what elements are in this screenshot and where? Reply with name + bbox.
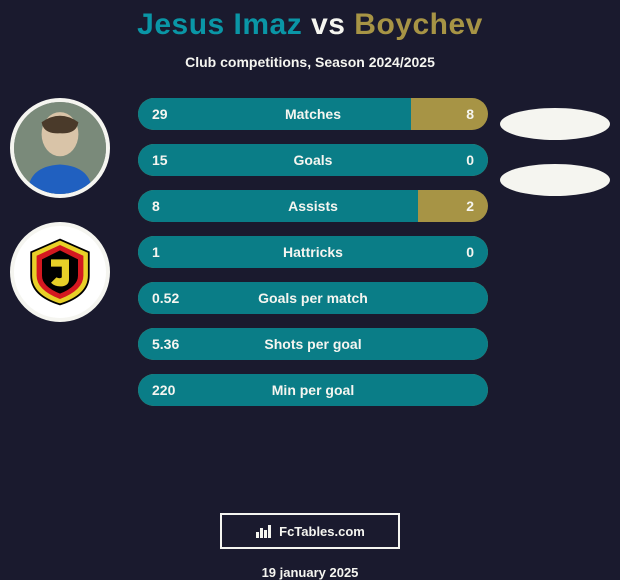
stat-row: 29Matches8 <box>138 98 488 130</box>
title-player1: Jesus Imaz <box>137 8 302 41</box>
player1-avatar <box>10 98 110 198</box>
date-label: 19 january 2025 <box>262 565 359 580</box>
player2-club-placeholder <box>500 164 610 196</box>
stat-row: 0.52Goals per match <box>138 282 488 314</box>
stat-label: Goals <box>138 152 488 168</box>
stat-row: 8Assists2 <box>138 190 488 222</box>
subtitle: Club competitions, Season 2024/2025 <box>185 54 435 70</box>
stat-label: Min per goal <box>138 382 488 398</box>
stat-row: 220Min per goal <box>138 374 488 406</box>
stat-row: 5.36Shots per goal <box>138 328 488 360</box>
page-title: Jesus Imaz vs Boychev <box>137 8 483 42</box>
stat-label: Assists <box>138 198 488 214</box>
title-player2: Boychev <box>354 8 483 41</box>
title-vs: vs <box>311 8 345 41</box>
avatar-silhouette-icon <box>14 102 106 194</box>
stat-label: Goals per match <box>138 290 488 306</box>
logo-text: FcTables.com <box>279 524 365 539</box>
player1-club-badge <box>10 222 110 322</box>
infographic-container: Jesus Imaz vs Boychev Club competitions,… <box>0 0 620 580</box>
right-column <box>500 108 610 196</box>
stat-label: Shots per goal <box>138 336 488 352</box>
stat-row: 1Hattricks0 <box>138 236 488 268</box>
stat-label: Hattricks <box>138 244 488 260</box>
stat-value-right: 0 <box>466 152 474 168</box>
stat-label: Matches <box>138 106 488 122</box>
stat-value-right: 2 <box>466 198 474 214</box>
stat-row: 15Goals0 <box>138 144 488 176</box>
main-area: 29Matches815Goals08Assists21Hattricks00.… <box>0 98 620 493</box>
stats-list: 29Matches815Goals08Assists21Hattricks00.… <box>138 98 488 406</box>
source-logo: FcTables.com <box>220 513 400 549</box>
club-crest-icon <box>24 236 96 308</box>
left-column <box>10 98 110 322</box>
bars-icon <box>255 522 273 540</box>
player2-avatar-placeholder <box>500 108 610 140</box>
stat-value-right: 8 <box>466 106 474 122</box>
stat-value-right: 0 <box>466 244 474 260</box>
